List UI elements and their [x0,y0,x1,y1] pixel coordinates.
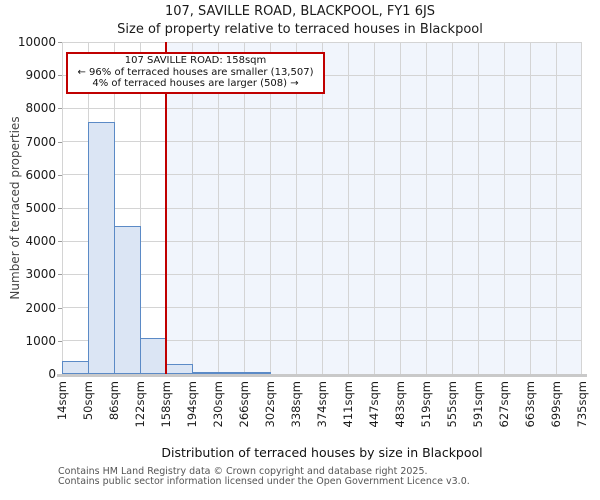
histogram-bar [244,372,271,374]
x-tick-label: 302sqm [263,381,277,428]
x-axis-spine [57,374,587,377]
x-gridline [556,42,557,374]
y-tick-mark [58,174,62,176]
histogram-bar [62,361,89,374]
x-tick-label: 374sqm [315,381,329,428]
x-tick-label: 483sqm [393,381,407,428]
x-tick-label: 14sqm [55,381,69,421]
x-gridline [504,42,505,374]
histogram-bar [166,364,193,374]
footer-line-1: Contains HM Land Registry data © Crown c… [58,466,428,477]
x-gridline [452,42,453,374]
y-tick-mark [58,340,62,342]
histogram-bar [114,226,141,374]
x-tick-label: 519sqm [419,381,433,428]
x-gridline [400,42,401,374]
y-tick-mark [58,141,62,143]
x-tick-label: 627sqm [497,381,511,428]
x-gridline [348,42,349,374]
x-gridline [530,42,531,374]
marker-annotation-box: 107 SAVILLE ROAD: 158sqm ← 96% of terrac… [66,52,325,94]
x-gridline [270,42,271,374]
x-tick-label: 122sqm [133,381,147,428]
x-gridline [322,42,323,374]
x-tick-label: 338sqm [289,381,303,428]
y-tick-mark [58,208,62,209]
y-tick-mark [58,108,62,110]
x-tick-label: 50sqm [81,381,95,421]
property-size-marker-line [165,42,167,374]
x-tick-label: 86sqm [107,381,121,421]
y-tick-label: 1000 [25,333,56,348]
y-tick-mark [58,75,62,77]
annotation-line-3: 4% of terraced houses are larger (508) → [92,78,299,89]
annotation-line-1: 107 SAVILLE ROAD: 158sqm [124,55,267,66]
y-tick-label: 4000 [25,234,56,249]
x-gridline [192,42,193,374]
y-tick-mark [58,274,62,276]
histogram-bar [140,338,167,374]
histogram-bar [88,122,115,374]
y-tick-label: 6000 [25,167,56,182]
annotation-line-2: ← 96% of terraced houses are smaller (13… [77,66,314,78]
y-tick-label: 3000 [25,267,56,282]
x-tick-label: 194sqm [185,381,199,428]
x-tick-label: 447sqm [367,381,381,428]
x-gridline [374,42,375,374]
y-tick-mark [58,307,62,309]
y-tick-mark [58,42,62,43]
y-tick-label: 8000 [25,101,56,116]
attribution-footer: Contains HM Land Registry data © Crown c… [58,467,470,486]
x-gridline [296,42,297,374]
x-gridline [478,42,479,374]
y-tick-label: 0 [48,367,56,381]
x-tick-label: 555sqm [445,381,459,428]
x-tick-label: 699sqm [549,381,563,428]
x-gridline [581,42,582,374]
x-gridline [62,42,63,374]
x-gridline [140,42,141,374]
chart-title: 107, SAVILLE ROAD, BLACKPOOL, FY1 6JS [164,4,436,19]
x-tick-label: 663sqm [523,381,537,428]
x-tick-label: 591sqm [471,381,485,428]
x-gridline [426,42,427,374]
x-tick-label: 158sqm [159,381,173,428]
x-tick-label: 411sqm [341,381,355,428]
x-axis-label: Distribution of terraced houses by size … [161,445,483,460]
y-tick-label: 7000 [25,134,56,149]
x-gridline [218,42,219,374]
plot-area: 107 SAVILLE ROAD: 158sqm ← 96% of terrac… [62,41,582,375]
chart-subtitle: Size of property relative to terraced ho… [117,22,483,37]
x-gridline [244,42,245,374]
y-tick-label: 2000 [25,300,56,315]
x-tick-label: 735sqm [575,381,589,428]
y-tick-label: 10000 [17,35,56,49]
x-tick-label: 230sqm [211,381,225,428]
x-tick-label: 266sqm [237,381,251,428]
y-tick-mark [58,241,62,243]
y-tick-label: 9000 [25,68,56,83]
y-tick-label: 5000 [25,201,56,215]
footer-line-2: Contains public sector information licen… [58,475,470,487]
